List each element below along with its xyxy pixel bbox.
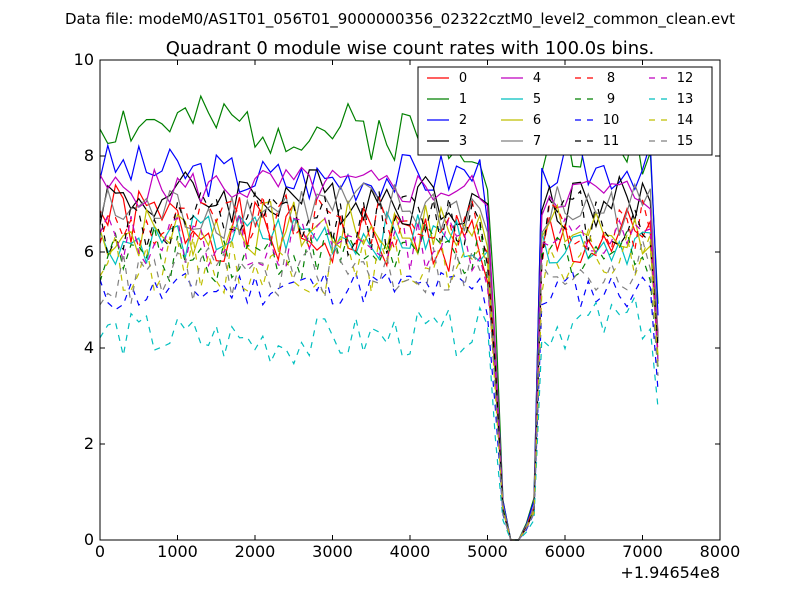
y-tick-label: 10 [74, 50, 94, 69]
series-line-12 [99, 212, 659, 541]
legend-label-15: 15 [677, 134, 694, 149]
x-tick-label: 4000 [390, 542, 431, 561]
series-line-11 [99, 189, 659, 541]
legend-label-9: 9 [607, 92, 615, 107]
legend-label-7: 7 [533, 134, 541, 149]
legend-label-0: 0 [459, 71, 467, 86]
series-line-9 [99, 222, 659, 541]
legend-box [417, 66, 713, 156]
legend-label-1: 1 [459, 92, 467, 107]
series-line-4 [99, 166, 659, 541]
legend-label-13: 13 [677, 92, 694, 107]
chart-title: Quadrant 0 module wise count rates with … [166, 38, 655, 59]
y-tick-label: 8 [84, 146, 94, 165]
y-tick-label: 4 [84, 338, 94, 357]
series-line-7 [99, 182, 659, 541]
x-tick-label: 8000 [700, 542, 741, 561]
legend-label-6: 6 [533, 113, 541, 128]
x-tick-label: 1000 [157, 542, 198, 561]
figure-suptitle: Data file: modeM0/AS1T01_056T01_90000003… [65, 10, 735, 29]
series-line-10 [99, 270, 659, 541]
x-tick-label: 0 [95, 542, 105, 561]
x-tick-label: 5000 [467, 542, 508, 561]
x-tick-label: 6000 [545, 542, 586, 561]
series-line-2 [99, 143, 659, 541]
series-line-15 [99, 239, 659, 541]
series-line-14 [99, 227, 659, 541]
legend-label-3: 3 [459, 134, 467, 149]
y-tick-label: 2 [84, 434, 94, 453]
y-tick-label: 0 [84, 530, 94, 549]
legend-label-12: 12 [677, 71, 694, 86]
legend-label-14: 14 [677, 113, 694, 128]
y-tick-label: 6 [84, 242, 94, 261]
x-axis-offset-label: +1.94654e8 [620, 563, 720, 582]
series-line-3 [99, 169, 659, 541]
legend-label-8: 8 [607, 71, 615, 86]
x-tick-label: 3000 [312, 542, 353, 561]
series-line-8 [99, 193, 659, 541]
legend-label-10: 10 [603, 113, 620, 128]
x-tick-label: 7000 [622, 542, 663, 561]
x-tick-label: 2000 [235, 542, 276, 561]
legend-label-2: 2 [459, 113, 467, 128]
series-lines [99, 94, 659, 541]
series-line-13 [99, 294, 659, 541]
legend-label-4: 4 [533, 71, 541, 86]
legend-label-5: 5 [533, 92, 541, 107]
series-line-1 [99, 94, 659, 541]
legend-label-11: 11 [603, 134, 620, 149]
